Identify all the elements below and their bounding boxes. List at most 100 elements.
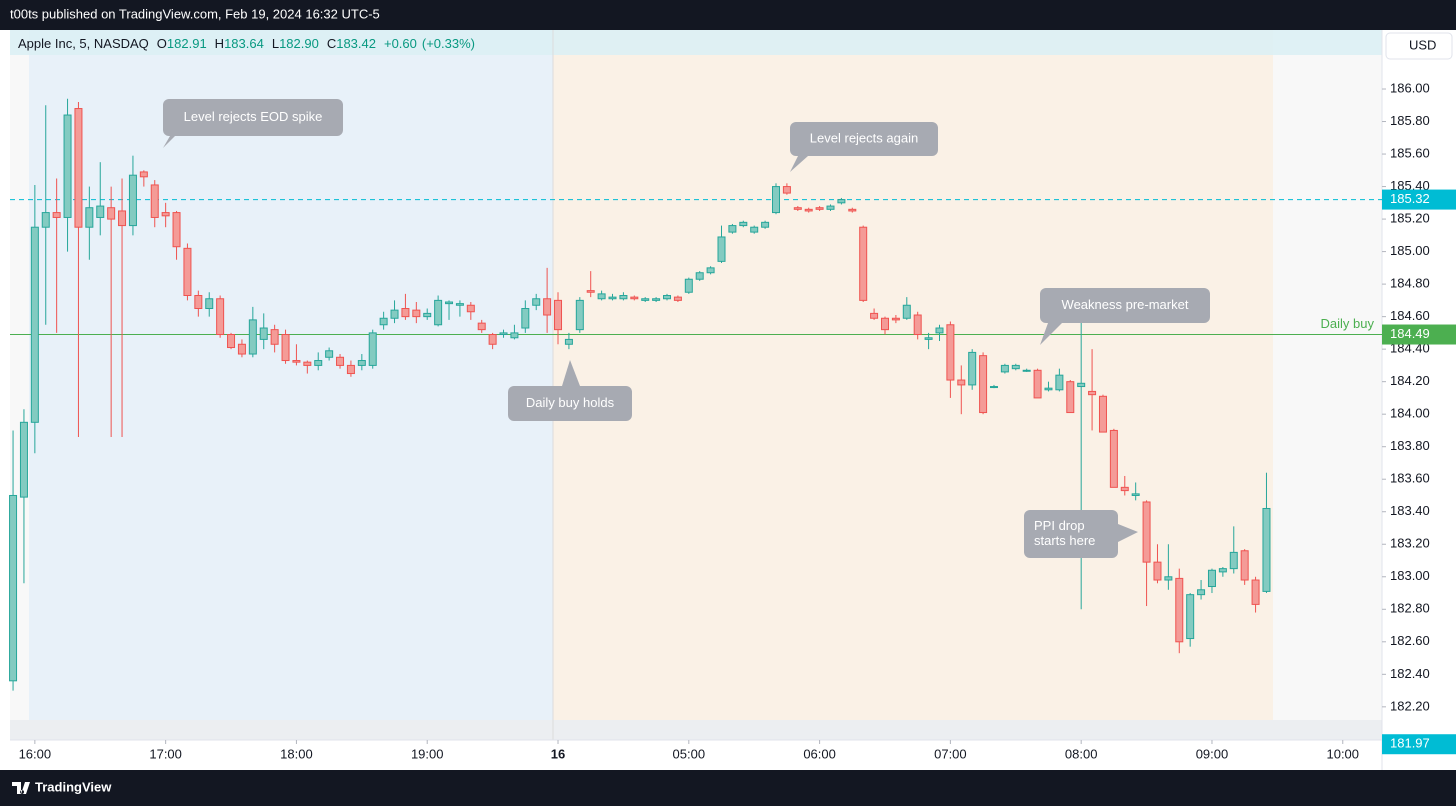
- candle-body: [772, 186, 781, 214]
- candle-body: [543, 298, 552, 316]
- candle-body: [1098, 395, 1107, 433]
- last-marker: [1382, 734, 1456, 755]
- y-tick-label: 185.20: [1390, 211, 1430, 226]
- candle-body: [1055, 374, 1064, 391]
- callout-text: PPI drop: [1034, 518, 1085, 533]
- candle-body: [1251, 579, 1260, 605]
- candle-body: [434, 299, 443, 326]
- candle-body: [891, 317, 900, 321]
- candle-body: [85, 207, 94, 228]
- x-tick-label: 10:00: [1326, 746, 1359, 761]
- candle-body: [368, 332, 377, 366]
- candle-body: [1120, 486, 1129, 492]
- candle-body: [303, 361, 312, 366]
- candle-body: [597, 293, 606, 300]
- candle-body: [19, 421, 28, 498]
- y-tick-label: 185.60: [1390, 145, 1430, 160]
- brand: TradingView: [35, 779, 112, 794]
- callout: [1024, 510, 1118, 558]
- plot: 182.20 182.40 182.60 182.80 183.00 183.20 183.…: [9, 36, 1456, 761]
- x-tick-label: 05:00: [673, 746, 706, 761]
- candle-body: [227, 334, 236, 349]
- candle-body: [652, 298, 661, 301]
- y-tick-label: 182.60: [1390, 633, 1430, 648]
- candle-body: [870, 312, 879, 319]
- level-name: Daily buy: [1321, 316, 1375, 331]
- y-tick-label: 183.80: [1390, 438, 1430, 453]
- candle-body: [74, 108, 83, 228]
- candle-body: [107, 207, 116, 220]
- callout-text: Level rejects EOD spike: [184, 109, 323, 124]
- candle-body: [237, 343, 246, 355]
- candle-body: [183, 247, 192, 296]
- x-tick-label: 19:00: [411, 746, 444, 761]
- y-tick-label: 184.80: [1390, 276, 1430, 291]
- callout: [163, 99, 343, 136]
- candle-body: [423, 312, 432, 318]
- candle-body: [445, 301, 454, 305]
- currency[interactable]: USD: [1409, 37, 1436, 52]
- session-asia: [29, 30, 553, 740]
- candle-body: [270, 329, 279, 345]
- candle-body: [401, 308, 410, 318]
- last-value: 181.97: [1390, 736, 1430, 751]
- candle-body: [586, 290, 595, 293]
- callout-tail: [562, 360, 580, 386]
- candle-body: [477, 322, 486, 331]
- candle-body: [684, 278, 693, 293]
- candle-body: [259, 327, 268, 340]
- callout-text: Level rejects again: [810, 130, 918, 145]
- legend-text: C: [327, 36, 336, 51]
- candle-body: [194, 294, 203, 310]
- callout-tail: [790, 156, 808, 172]
- legend-text: (+0.33%): [422, 36, 475, 51]
- level-marker: [1382, 324, 1456, 345]
- candle-body: [1207, 569, 1216, 588]
- candle-body: [1164, 576, 1173, 581]
- x-tick-label: 09:00: [1196, 746, 1229, 761]
- candle-body: [9, 494, 18, 682]
- legend-text: H: [215, 36, 224, 51]
- y-tick-label: 183.40: [1390, 503, 1430, 518]
- candle-body: [717, 236, 726, 262]
- candle-body: [1142, 501, 1151, 563]
- candle-body: [118, 210, 127, 227]
- candle-body: [957, 379, 966, 386]
- candle-body: [750, 226, 759, 233]
- candle-body: [41, 212, 50, 228]
- y-tick-label: 182.20: [1390, 698, 1430, 713]
- candle-body: [150, 184, 159, 218]
- candle-body: [1044, 387, 1053, 391]
- x-tick-label: 18:00: [280, 746, 313, 761]
- candle-body: [532, 298, 541, 306]
- candle-body: [880, 317, 889, 331]
- candle-body: [455, 303, 464, 306]
- candle-body: [128, 174, 137, 227]
- candle-body: [608, 296, 617, 300]
- candle-body: [554, 299, 563, 331]
- candle-body: [946, 324, 955, 381]
- candle-body: [1033, 369, 1042, 399]
- legend-text: 183.64: [224, 36, 264, 51]
- callout-tail: [1040, 323, 1062, 345]
- candle-body: [663, 294, 672, 300]
- y-tick-label: 183.00: [1390, 568, 1430, 583]
- candle-body: [575, 299, 584, 331]
- candle-body: [205, 298, 214, 310]
- candle-body: [1109, 429, 1118, 488]
- candle-body: [314, 360, 323, 366]
- candle-body: [761, 221, 770, 228]
- candle-body: [1077, 382, 1086, 388]
- candle-body: [30, 226, 39, 423]
- brand-logo: [12, 782, 30, 794]
- candle-body: [248, 319, 257, 355]
- legend-text: Apple Inc, 5, NASDAQ: [18, 36, 149, 51]
- candle-body: [379, 317, 388, 326]
- y-tick-label: 183.20: [1390, 536, 1430, 551]
- currency-button[interactable]: [1385, 32, 1453, 60]
- legend-strip: [10, 30, 1382, 55]
- y-tick-label: 182.80: [1390, 601, 1430, 616]
- candle-body: [1131, 493, 1140, 496]
- candle-body: [728, 225, 737, 233]
